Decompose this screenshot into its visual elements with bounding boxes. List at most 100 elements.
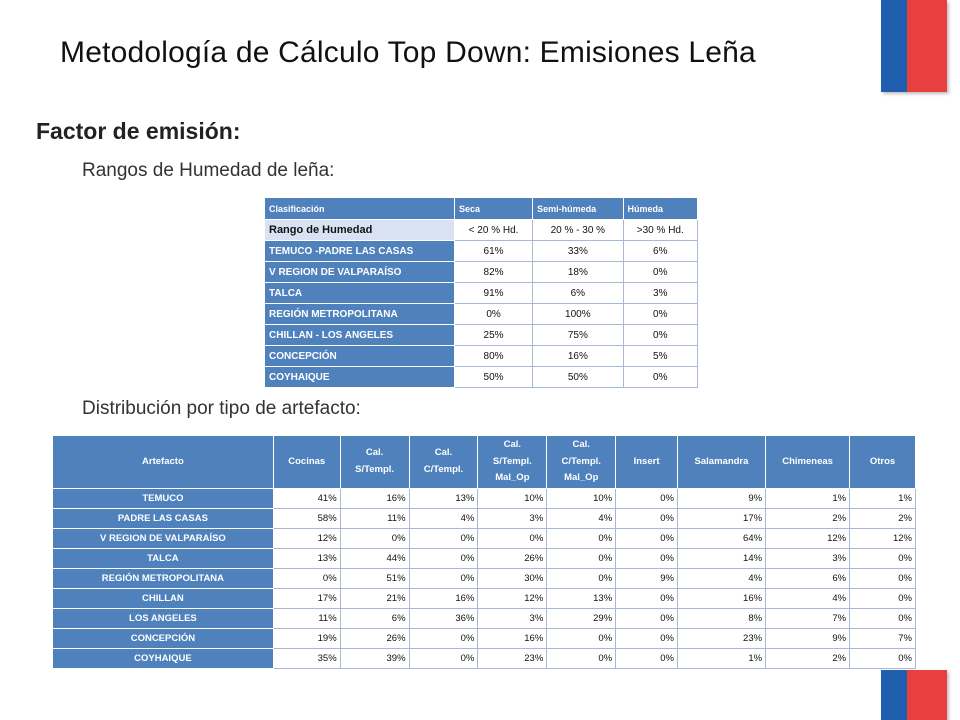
artifact-header-cell: Insert xyxy=(615,435,678,489)
humidity-cell: 91% xyxy=(453,282,534,304)
artifact-cell: 0% xyxy=(615,628,678,649)
artifact-cell: 16% xyxy=(477,628,548,649)
slide-title: Metodología de Cálculo Top Down: Emision… xyxy=(60,36,756,69)
humidity-row-label: Rango de Humedad xyxy=(264,219,455,241)
artifact-row-label: TALCA xyxy=(52,548,274,569)
section-heading: Factor de emisión: xyxy=(36,118,241,144)
artifact-row: TEMUCO 41% 16% 13% 10% 10% 0% 9% 1% 1% xyxy=(52,488,916,509)
humidity-row-label: CONCEPCIÓN xyxy=(264,345,455,367)
humidity-header-cell: Húmeda xyxy=(622,197,699,220)
artifact-cell: 3% xyxy=(477,508,548,529)
humidity-cell: 6% xyxy=(622,240,699,262)
artifact-header-cell: Cal. C/Templ. xyxy=(408,435,479,489)
artifact-cell: 0% xyxy=(615,508,678,529)
artifact-cell: 16% xyxy=(408,588,479,609)
artifact-cell: 26% xyxy=(477,548,548,569)
artifact-header-cell: Salamandra xyxy=(676,435,767,489)
artifact-row: CHILLAN 17% 21% 16% 12% 13% 0% 16% 4% 0% xyxy=(52,588,916,609)
artifact-cell: 0% xyxy=(849,588,916,609)
humidity-cell: < 20 % Hd. xyxy=(453,219,534,241)
humidity-cell: 6% xyxy=(532,282,624,304)
artifact-cell: 16% xyxy=(676,588,767,609)
artifact-cell: 30% xyxy=(477,568,548,589)
humidity-header-cell: Seca xyxy=(453,197,534,220)
artifact-header-cell: Cocinas xyxy=(272,435,341,489)
humidity-cell: 75% xyxy=(532,324,624,346)
artifact-cell: 0% xyxy=(408,528,479,549)
artifact-cell: 23% xyxy=(676,628,767,649)
artifact-row: V REGION DE VALPARAÍSO 12% 0% 0% 0% 0% 0% 64% 12… xyxy=(52,528,916,549)
artifact-cell: 13% xyxy=(408,488,479,509)
artifact-cell: 41% xyxy=(272,488,341,509)
artifact-cell: 3% xyxy=(765,548,851,569)
artifact-cell: 1% xyxy=(765,488,851,509)
artifact-cell: 0% xyxy=(339,528,410,549)
artifact-cell: 44% xyxy=(339,548,410,569)
artifact-cell: 12% xyxy=(849,528,916,549)
artifact-cell: 2% xyxy=(849,508,916,529)
artifact-row: TALCA 13% 44% 0% 26% 0% 0% 14% 3% 0% xyxy=(52,548,916,569)
artifact-cell: 35% xyxy=(272,648,341,669)
artifact-cell: 0% xyxy=(477,528,548,549)
artifact-cell: 11% xyxy=(339,508,410,529)
artifact-cell: 0% xyxy=(272,568,341,589)
flag-red-stripe xyxy=(907,0,947,92)
humidity-table-header: Clasificación Seca Semi-húmeda Húmeda xyxy=(264,197,699,220)
artifact-cell: 29% xyxy=(546,608,617,629)
artifact-cell: 11% xyxy=(272,608,341,629)
flag-blue-stripe xyxy=(881,0,907,92)
flag-blue-stripe xyxy=(881,670,907,720)
artifact-cell: 0% xyxy=(408,648,479,669)
artifact-cell: 0% xyxy=(849,648,916,669)
artifact-cell: 9% xyxy=(676,488,767,509)
artifact-row: LOS ANGELES 11% 6% 36% 3% 29% 0% 8% 7% 0% xyxy=(52,608,916,629)
artifact-header-cell: Otros xyxy=(849,435,916,489)
artifact-cell: 10% xyxy=(546,488,617,509)
humidity-row: CONCEPCIÓN 80% 16% 5% xyxy=(264,345,699,367)
humidity-row-label: COYHAIQUE xyxy=(264,366,455,388)
humidity-row-label: TEMUCO -PADRE LAS CASAS xyxy=(264,240,455,262)
artifact-cell: 7% xyxy=(765,608,851,629)
artifact-cell: 6% xyxy=(765,568,851,589)
artifact-row-label: LOS ANGELES xyxy=(52,608,274,629)
artifact-header-cell: Artefacto xyxy=(52,435,274,489)
artifact-cell: 0% xyxy=(408,628,479,649)
artifact-row: REGIÓN METROPOLITANA 0% 51% 0% 30% 0% 9% 4% 6% 0% xyxy=(52,568,916,589)
artifact-cell: 0% xyxy=(546,548,617,569)
artifact-table: Artefacto Cocinas Cal. S/Templ. Cal. C/Templ.… xyxy=(52,435,916,669)
artifact-table-header: Artefacto Cocinas Cal. S/Templ. Cal. C/Templ.… xyxy=(52,435,916,489)
artifact-row-label: REGIÓN METROPOLITANA xyxy=(52,568,274,589)
artifact-cell: 17% xyxy=(676,508,767,529)
humidity-cell: 20 % - 30 % xyxy=(532,219,624,241)
artifact-cell: 58% xyxy=(272,508,341,529)
artifact-row-label: V REGION DE VALPARAÍSO xyxy=(52,528,274,549)
artifact-cell: 4% xyxy=(408,508,479,529)
humidity-cell: 0% xyxy=(622,303,699,325)
artifact-row-label: CONCEPCIÓN xyxy=(52,628,274,649)
artifact-cell: 36% xyxy=(408,608,479,629)
humidity-row: V REGION DE VALPARAÍSO 82% 18% 0% xyxy=(264,261,699,283)
artifact-cell: 0% xyxy=(408,568,479,589)
artifact-cell: 2% xyxy=(765,648,851,669)
humidity-row: TALCA 91% 6% 3% xyxy=(264,282,699,304)
humidity-row: TEMUCO -PADRE LAS CASAS 61% 33% 6% xyxy=(264,240,699,262)
humidity-cell: 0% xyxy=(453,303,534,325)
humidity-subheading: Rangos de Humedad de leña: xyxy=(82,160,335,181)
artifact-cell: 0% xyxy=(849,608,916,629)
artifact-cell: 0% xyxy=(615,528,678,549)
artifact-cell: 14% xyxy=(676,548,767,569)
humidity-cell: 18% xyxy=(532,261,624,283)
humidity-row-label: TALCA xyxy=(264,282,455,304)
artifact-row: COYHAIQUE 35% 39% 0% 23% 0% 0% 1% 2% 0% xyxy=(52,648,916,669)
humidity-cell: >30 % Hd. xyxy=(622,219,699,241)
humidity-row-label: CHILLAN - LOS ANGELES xyxy=(264,324,455,346)
flag-red-stripe xyxy=(907,670,947,720)
artifact-row-label: COYHAIQUE xyxy=(52,648,274,669)
artifact-cell: 0% xyxy=(849,548,916,569)
artifact-cell: 12% xyxy=(477,588,548,609)
artifact-cell: 9% xyxy=(765,628,851,649)
artifact-cell: 0% xyxy=(615,548,678,569)
artifact-row-label: PADRE LAS CASAS xyxy=(52,508,274,529)
artifact-cell: 12% xyxy=(272,528,341,549)
humidity-cell: 61% xyxy=(453,240,534,262)
